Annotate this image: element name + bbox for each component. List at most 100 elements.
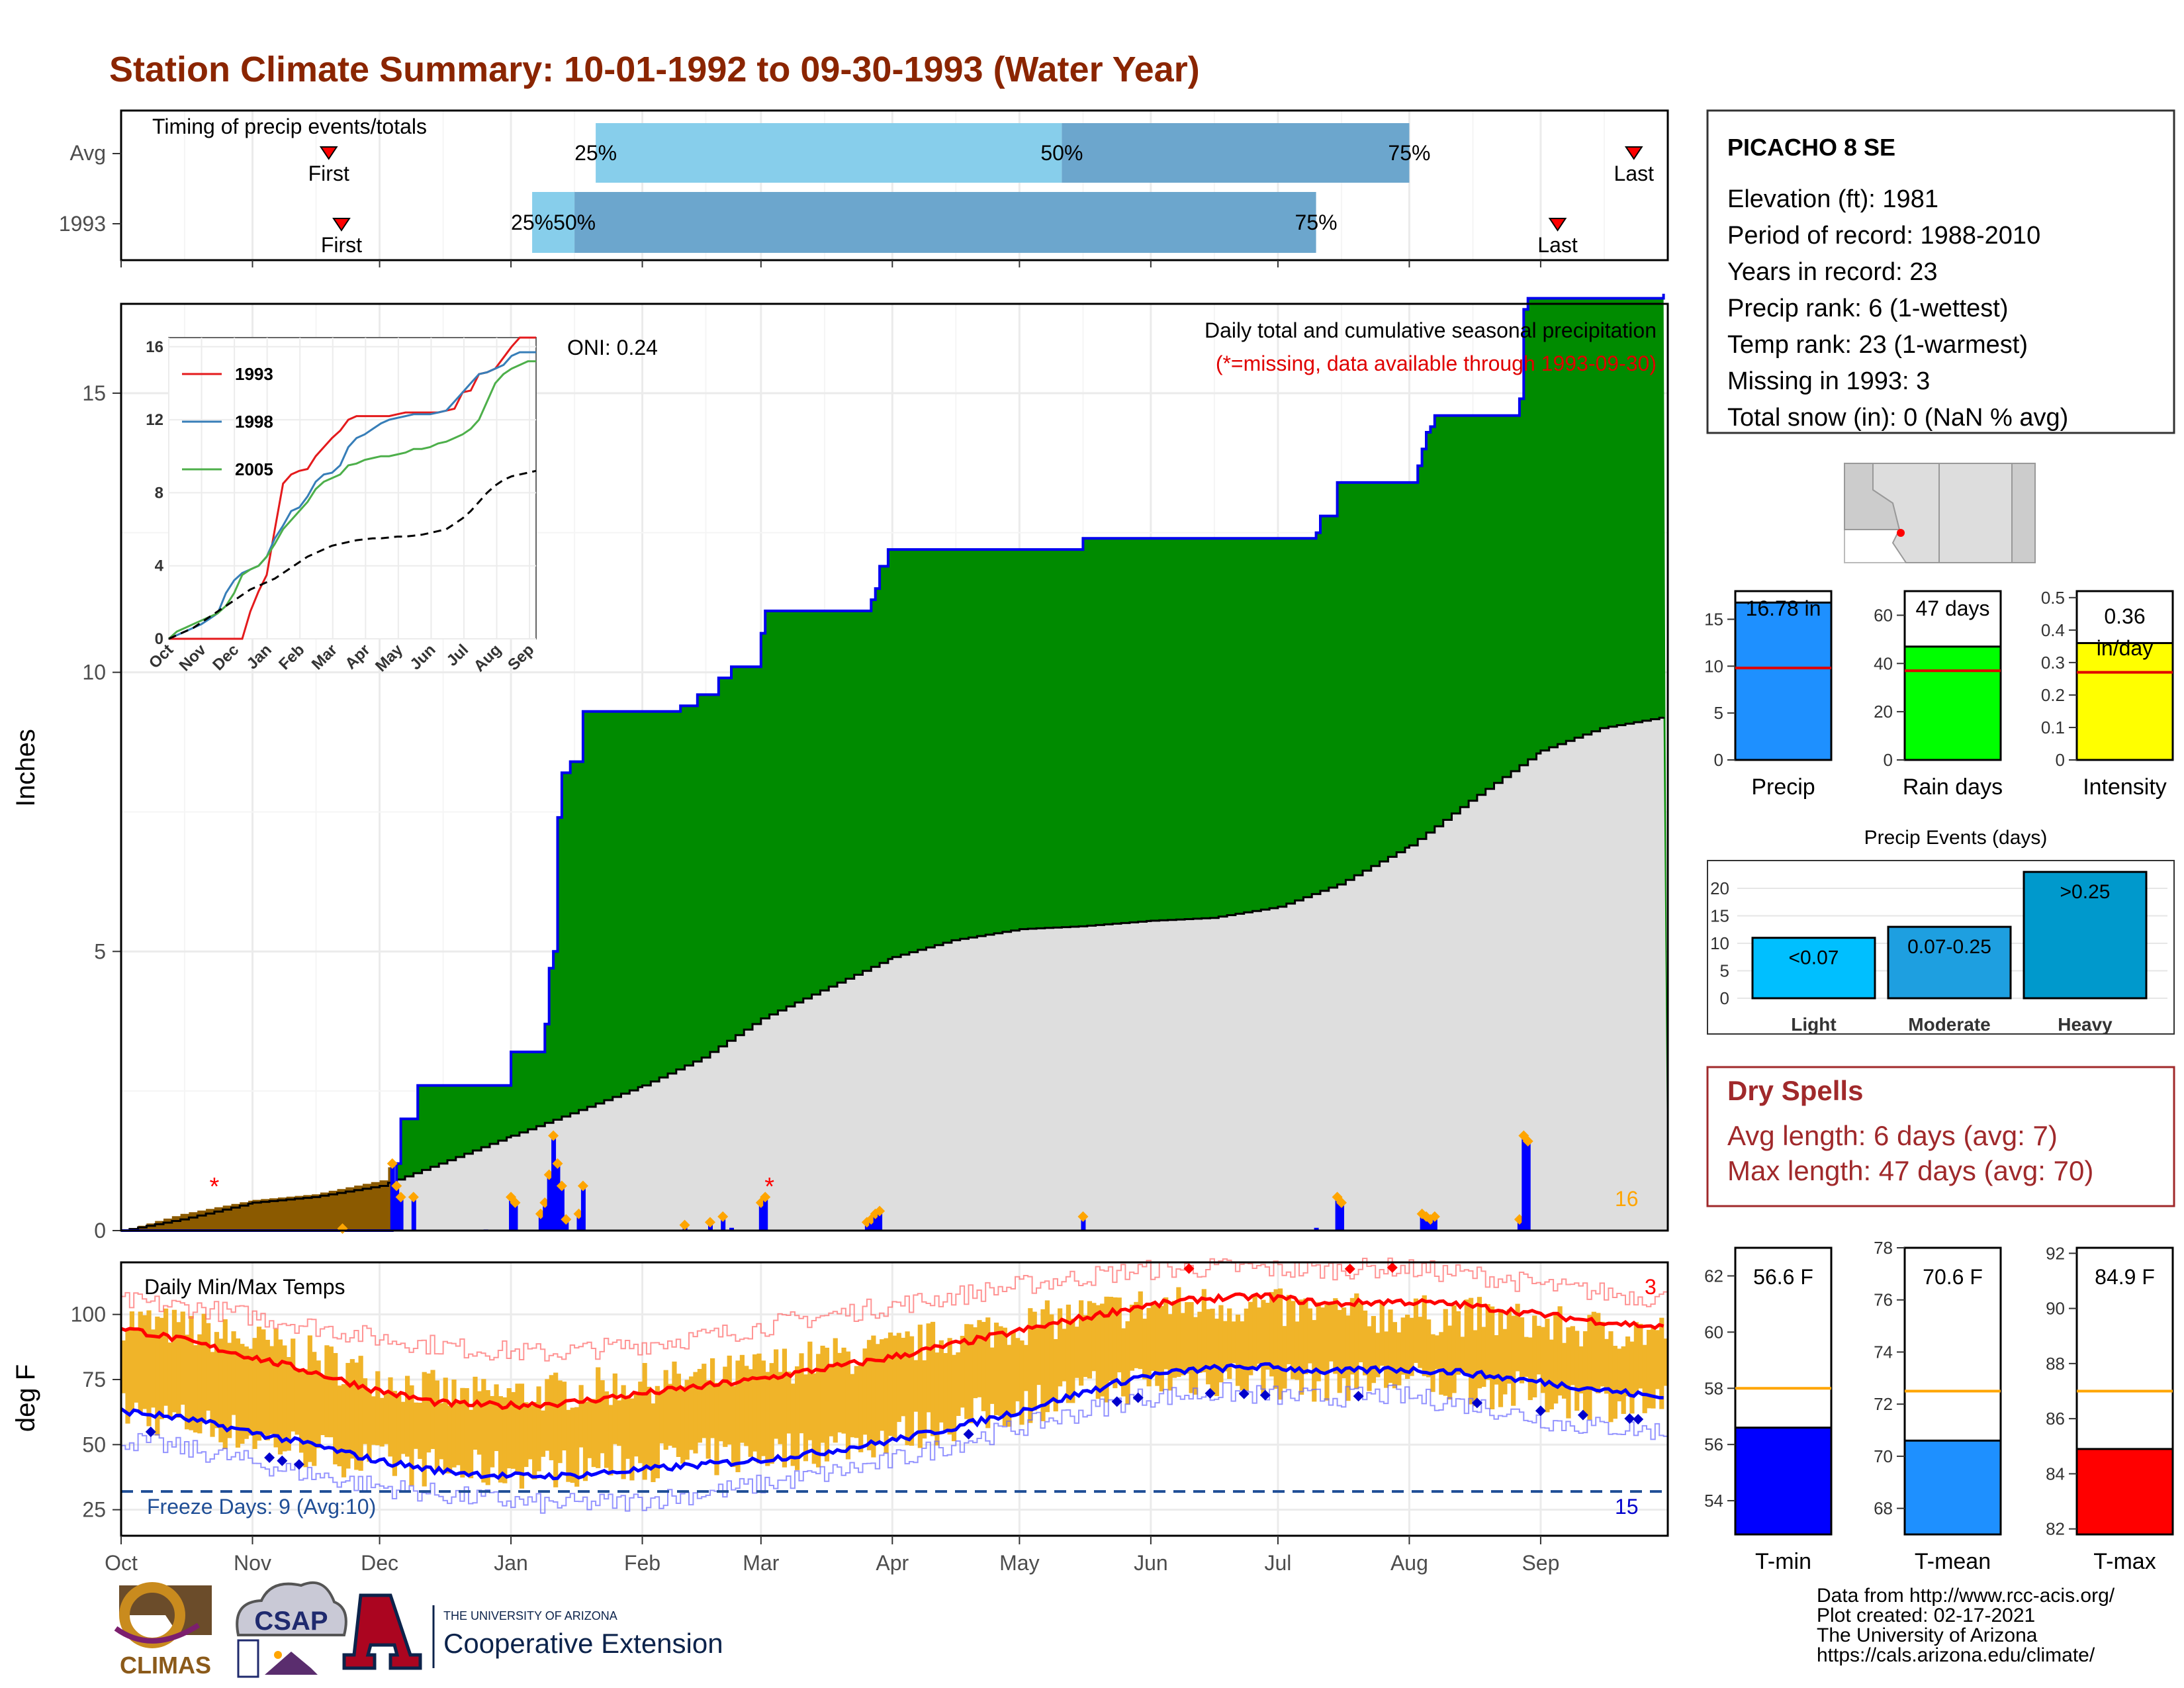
- season-rain-days-category: Rain days: [1903, 774, 2003, 800]
- daily-precip-bar: [1335, 1197, 1340, 1231]
- record-high-marker: [1344, 1263, 1355, 1274]
- inset-line-1993: [169, 336, 536, 640]
- daily-temp-bar: [1596, 1313, 1601, 1393]
- daily-temp-bar: [617, 1400, 622, 1446]
- daily-temp-bar: [1469, 1297, 1474, 1405]
- daily-temp-bar: [1375, 1333, 1381, 1378]
- daily-temp-bar: [1455, 1311, 1461, 1375]
- daily-temp-bar: [473, 1376, 478, 1450]
- daily-precip-bar: [398, 1197, 404, 1231]
- daily-temp-bar: [1578, 1346, 1584, 1393]
- record-low-marker: [1205, 1387, 1216, 1399]
- daily-temp-bar: [371, 1396, 376, 1445]
- daily-temp-bar: [938, 1340, 944, 1423]
- daily-temp-bar: [1100, 1303, 1105, 1397]
- events-category-label: Light: [1791, 1014, 1836, 1035]
- season-precip-category: Precip: [1751, 774, 1815, 800]
- daily-temp-bar: [1091, 1303, 1097, 1372]
- daily-temp-bar: [1210, 1308, 1215, 1393]
- daily-temp-bar: [1413, 1298, 1419, 1363]
- daily-temp-bar: [968, 1324, 974, 1424]
- daily-temp-bar: [566, 1409, 571, 1482]
- events-bar-moderate: [1887, 925, 2012, 1000]
- missing-marker: *: [209, 1173, 219, 1201]
- daily-precip-marker: [874, 1205, 886, 1217]
- temp-mean-t-max-category: T-max: [2093, 1549, 2156, 1574]
- daily-temp-bar: [557, 1380, 563, 1464]
- daily-precip-bar: [551, 1135, 557, 1231]
- season-precip-ytick-label: 10: [1704, 656, 1723, 676]
- inset-ytick-label: 12: [146, 411, 163, 429]
- events-ytick-label: 15: [1710, 906, 1729, 926]
- daily-temp-bar: [956, 1352, 961, 1416]
- daily-precip-bar: [513, 1202, 518, 1231]
- daily-temp-bar: [1036, 1326, 1042, 1385]
- events-category-label: Heavy: [2058, 1014, 2113, 1035]
- daily-temp-bar: [392, 1391, 397, 1476]
- daily-temp-bar: [1058, 1308, 1063, 1387]
- daily-temp-bar: [320, 1375, 326, 1435]
- daily-temp-bar: [850, 1374, 855, 1438]
- daily-temp-bar: [1337, 1309, 1342, 1393]
- daily-precip-marker: [1336, 1197, 1347, 1208]
- timing-label-25: 25%: [511, 211, 553, 234]
- daily-temp-bar: [1062, 1329, 1067, 1382]
- dry-spells-box: Dry Spells Avg length: 6 days (avg: 7) M…: [1706, 1066, 2175, 1207]
- daily-temp-bar: [1104, 1296, 1109, 1403]
- daily-temp-bar: [684, 1380, 690, 1460]
- temp-mean-t-min-ytick-label: 54: [1704, 1491, 1723, 1511]
- daily-temp-bar: [1536, 1325, 1541, 1375]
- precip-ytick-label: 10: [82, 661, 106, 684]
- daily-temp-bar: [523, 1402, 529, 1468]
- daily-temp-bar: [235, 1338, 241, 1448]
- daily-temp-bar: [354, 1362, 359, 1470]
- timing-marker-last: [1548, 218, 1567, 232]
- daily-temp-bar: [1028, 1308, 1033, 1423]
- daily-temp-bar: [1023, 1344, 1028, 1391]
- daily-temp-bar: [778, 1372, 783, 1444]
- daily-temp-bar: [142, 1315, 148, 1409]
- csap-logo-text: CSAP: [254, 1607, 328, 1636]
- daily-temp-bar: [947, 1338, 952, 1435]
- daily-temp-bar: [469, 1409, 474, 1479]
- daily-temp-bar: [269, 1346, 275, 1434]
- station-info-line: Years in record: 23: [1727, 258, 1938, 286]
- daily-temp-bar: [739, 1354, 745, 1443]
- station-info-box: PICACHO 8 SE Elevation (ft): 1981 Period …: [1706, 109, 2175, 434]
- month-label: Jul: [1264, 1551, 1291, 1575]
- daily-temp-bar: [1439, 1332, 1444, 1395]
- temp-mean-t-min: 54 56 58 60 62 56.6 F T-min: [1704, 1246, 1833, 1574]
- season-rain-days: 0 20 40 60 47 days Rain days: [1874, 590, 2003, 800]
- daily-temp-bar: [138, 1311, 143, 1413]
- daily-temp-bar: [688, 1376, 694, 1450]
- season-intensity-value-label: 0.36: [2104, 604, 2145, 628]
- daily-temp-bar: [515, 1383, 520, 1475]
- temp-mean-t-min-ytick-label: 60: [1704, 1322, 1723, 1342]
- missing-marker: *: [764, 1173, 774, 1201]
- daily-temp-bar: [901, 1337, 906, 1417]
- daily-temp-bar: [795, 1366, 800, 1470]
- daily-temp-bar: [596, 1367, 601, 1468]
- temp-mean-t-min-ytick-label: 56: [1704, 1434, 1723, 1454]
- daily-temp-bar: [930, 1321, 936, 1436]
- daily-temp-bar: [1384, 1331, 1389, 1388]
- daily-precip-marker: [1522, 1136, 1533, 1147]
- season-precip-ytick-label: 0: [1714, 750, 1723, 770]
- daily-temp-bar: [1379, 1302, 1385, 1366]
- temp-mean-t-max-ytick-label: 92: [2046, 1243, 2065, 1263]
- daily-temp-bar: [388, 1377, 393, 1457]
- daily-temp-bar: [871, 1335, 876, 1458]
- events-bin-label: >0.25: [2060, 881, 2111, 903]
- daily-temp-bar: [917, 1325, 923, 1448]
- daily-temp-bar: [256, 1327, 262, 1441]
- cumulative-avg-area: [121, 717, 1668, 1231]
- daily-temp-bar: [651, 1403, 656, 1482]
- daily-temp-bar: [328, 1346, 334, 1438]
- daily-temp-bar: [121, 1340, 126, 1393]
- daily-temp-bar: [964, 1324, 970, 1419]
- daily-temp-bar: [1108, 1297, 1114, 1382]
- daily-temp-bar: [574, 1407, 580, 1487]
- daily-precip-marker: [717, 1211, 729, 1222]
- daily-temp-bar: [1214, 1319, 1220, 1396]
